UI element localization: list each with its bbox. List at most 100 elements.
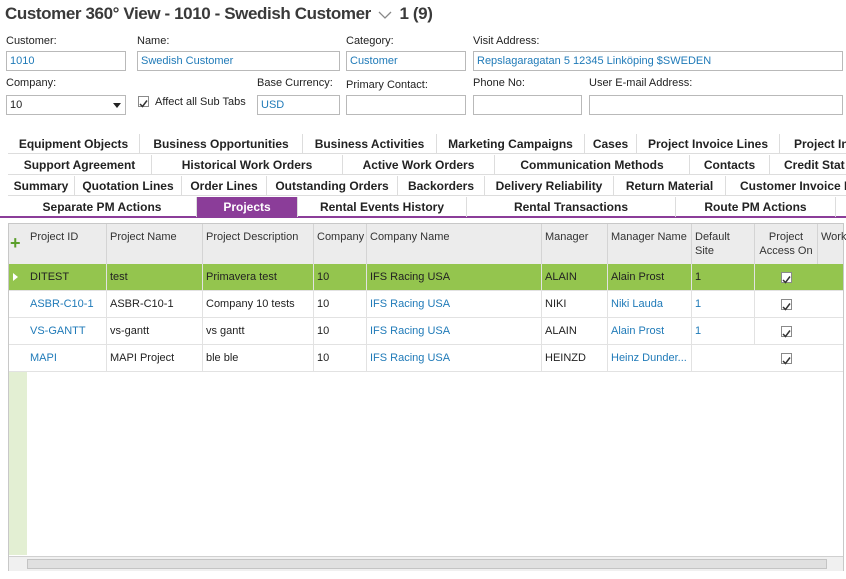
tab[interactable]: Equipment Objects (8, 134, 140, 154)
cell: Company 10 tests (203, 291, 314, 318)
tab[interactable]: Projects (197, 197, 298, 217)
cell: 10 (314, 291, 367, 318)
checkbox[interactable] (138, 96, 149, 108)
tab[interactable]: Project Invoice Lines (637, 134, 780, 154)
field-label: Name: (137, 35, 170, 47)
text-input[interactable] (346, 95, 466, 115)
text-input[interactable]: Customer (346, 51, 466, 71)
column-header[interactable]: Project Description (203, 224, 314, 265)
tab[interactable]: Order Lines (182, 176, 267, 196)
column-header[interactable]: Default Site (692, 224, 755, 265)
column-header[interactable]: Project ID (27, 224, 107, 265)
access-checkbox[interactable] (781, 299, 792, 311)
check-mark (782, 303, 791, 311)
checkbox-label: Affect all Sub Tabs (155, 96, 246, 108)
check-mark (782, 276, 791, 284)
add-button[interactable]: + (10, 233, 21, 253)
tab[interactable]: Business Opportunities (140, 134, 303, 154)
grid-header (9, 224, 843, 265)
cell: ALAIN (542, 318, 608, 345)
check-mark (782, 330, 791, 338)
cell[interactable]: 1 (692, 291, 755, 318)
record-count: 1 (9) (399, 4, 433, 23)
tab-row-line (8, 195, 846, 196)
cell[interactable]: IFS Racing USA (367, 291, 542, 318)
field-label: Phone No: (473, 77, 525, 89)
cell[interactable]: ASBR-C10-1 (27, 291, 107, 318)
field-label: Primary Contact: (346, 79, 428, 91)
cell[interactable]: 1 (692, 318, 755, 345)
field-label: Base Currency: (257, 77, 333, 89)
cell: 10 (314, 264, 367, 291)
tab[interactable]: Delivery Reliability (485, 176, 614, 196)
cell: vs gantt (203, 318, 314, 345)
cell: 10 (314, 318, 367, 345)
tab-row-line (8, 174, 846, 175)
tab[interactable]: Quotation Lines (75, 176, 182, 196)
field-label: User E-mail Address: (589, 77, 693, 89)
table-row[interactable] (9, 318, 843, 345)
tab[interactable]: Communication Methods (495, 155, 690, 175)
text-input[interactable] (589, 95, 843, 115)
access-checkbox[interactable] (781, 272, 792, 284)
tab[interactable]: Return Material (614, 176, 726, 196)
tab[interactable]: Route PM Actions (676, 197, 836, 217)
chevron[interactable] (377, 9, 393, 21)
tab[interactable]: Contacts (690, 155, 770, 175)
column-header[interactable]: Company Name (367, 224, 542, 265)
tab[interactable]: Separate PM Actions (8, 197, 197, 217)
tab[interactable]: Customer Invoice L (726, 176, 846, 196)
table-row[interactable] (9, 264, 843, 291)
cell: ASBR-C10-1 (107, 291, 203, 318)
tab[interactable]: Rental Transactions (467, 197, 676, 217)
row-pointer (13, 273, 18, 281)
cell: vs-gantt (107, 318, 203, 345)
text-input[interactable]: USD (257, 95, 340, 115)
tab[interactable]: Summary (8, 176, 75, 196)
tab[interactable]: Business Activities (303, 134, 437, 154)
tab[interactable]: Backorders (398, 176, 485, 196)
cell: Primavera test (203, 264, 314, 291)
tab[interactable]: Active Work Orders (343, 155, 495, 175)
cell[interactable]: IFS Racing USA (367, 345, 542, 372)
dropdown-arrow[interactable] (113, 103, 121, 108)
table-row[interactable] (9, 291, 843, 318)
text-input[interactable]: Swedish Customer (137, 51, 340, 71)
cell[interactable]: Alain Prost (608, 318, 692, 345)
tab[interactable]: Project In (780, 134, 846, 154)
tab[interactable]: Cases (585, 134, 637, 154)
cell[interactable]: VS-GANTT (27, 318, 107, 345)
cell[interactable]: IFS Racing USA (367, 318, 542, 345)
h-scrollbar[interactable] (9, 556, 843, 571)
column-header[interactable]: Manager Name (608, 224, 692, 265)
field-label: Visit Address: (473, 35, 540, 47)
cell: MAPI Project (107, 345, 203, 372)
cell[interactable]: MAPI (27, 345, 107, 372)
tab[interactable]: Outstanding Orders (267, 176, 398, 196)
column-header[interactable]: Work (818, 224, 846, 265)
text-input[interactable]: 1010 (6, 51, 126, 71)
cell[interactable]: Niki Lauda (608, 291, 692, 318)
text-input[interactable] (473, 95, 582, 115)
tab[interactable]: Support Agreement (8, 155, 152, 175)
tab[interactable]: Credit Stat (770, 155, 846, 175)
access-checkbox[interactable] (781, 326, 792, 338)
tab[interactable]: Marketing Campaigns (437, 134, 585, 154)
cell: NIKI (542, 291, 608, 318)
access-checkbox[interactable] (781, 353, 792, 365)
column-header[interactable]: Manager (542, 224, 608, 265)
cell: test (107, 264, 203, 291)
tab-row-line (8, 153, 846, 154)
title-text: Customer 360° View - 1010 - Swedish Cust… (5, 4, 371, 23)
tab[interactable]: Historical Work Orders (152, 155, 343, 175)
cell[interactable]: Heinz Dunder... (608, 345, 692, 372)
dropdown[interactable]: 10 (6, 95, 126, 115)
column-header[interactable]: Project Name (107, 224, 203, 265)
column-header[interactable]: Project Access On (755, 224, 818, 265)
cell: 1 (692, 264, 755, 291)
scroll-thumb[interactable] (27, 559, 827, 569)
tab[interactable]: Rental Events History (298, 197, 467, 217)
text-input[interactable]: Repslagaragatan 5 12345 Linköping $SWEDE… (473, 51, 843, 71)
table-row[interactable] (9, 345, 843, 372)
column-header[interactable]: Company (314, 224, 367, 265)
